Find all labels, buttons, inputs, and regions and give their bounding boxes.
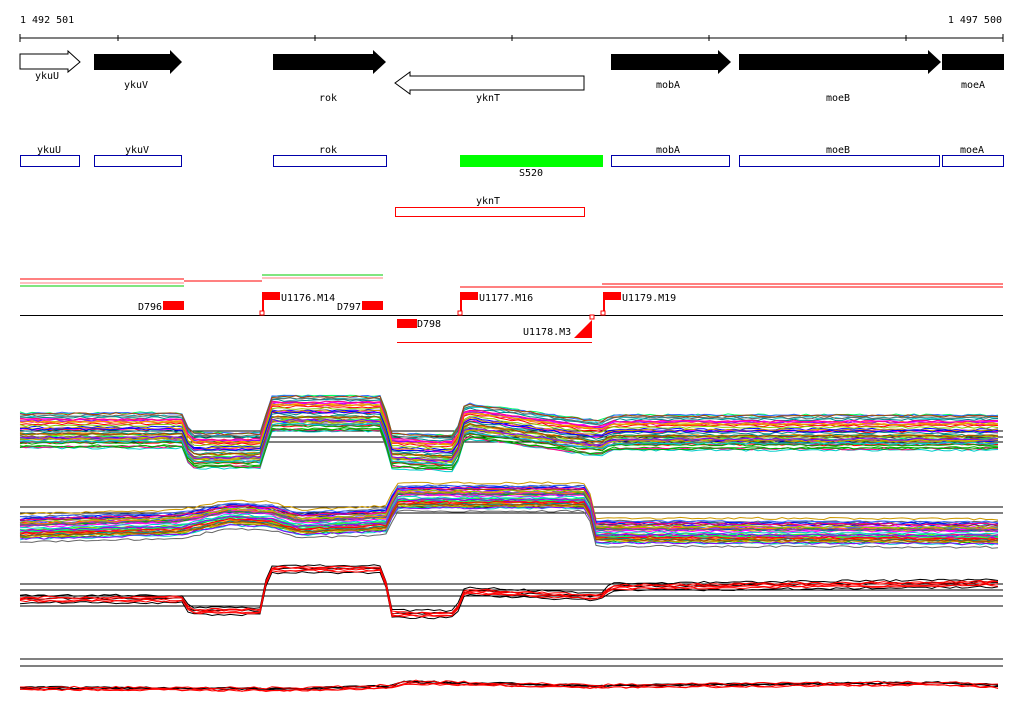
gene-label-moba: mobA — [656, 80, 680, 91]
deletion-block[interactable] — [163, 301, 184, 310]
flag-anchor — [600, 310, 606, 316]
profile-line — [20, 679, 999, 690]
flag-anchor — [259, 310, 265, 316]
profile-line — [19, 567, 999, 615]
annotation-box-rok[interactable] — [273, 155, 387, 167]
flag-icon[interactable] — [603, 292, 621, 312]
profile-line — [19, 506, 999, 546]
deletion-block[interactable] — [397, 319, 417, 328]
expression-panel-2 — [19, 481, 1003, 549]
profile-line — [19, 569, 999, 618]
box-label-moea: moeA — [960, 145, 984, 156]
profile-line — [19, 503, 999, 543]
profile-line — [19, 481, 999, 521]
profile-line — [19, 571, 999, 620]
flag-label: U1179.M19 — [622, 293, 676, 304]
profile-line — [19, 498, 999, 538]
gene-label-rok: rok — [319, 93, 337, 104]
profile-line — [19, 403, 999, 445]
box-label-ykuv: ykuV — [125, 145, 149, 156]
profile-line — [19, 398, 999, 442]
flag-icon[interactable] — [574, 320, 592, 338]
box-label-rok: rok — [319, 145, 337, 156]
gene-label-ykuv: ykuV — [124, 80, 148, 91]
gene-arrow-yknt[interactable] — [394, 71, 585, 95]
flag-anchor — [457, 310, 463, 316]
profile-line — [19, 492, 999, 532]
annotation-box-moea[interactable] — [942, 155, 1004, 167]
annotation-box-ykuu[interactable] — [20, 155, 80, 167]
gene-arrow-rok[interactable] — [273, 50, 386, 74]
expression-panel-3 — [19, 564, 1003, 620]
annotation-box-moeb[interactable] — [739, 155, 940, 167]
gene-arrow-track: ykuU ykuV rok yknT mobA moeB moeA — [19, 49, 1004, 104]
profile-line — [19, 503, 998, 543]
profile-line — [19, 395, 999, 437]
box-label-moba: mobA — [656, 145, 680, 156]
gene-arrow-ykuu[interactable] — [19, 49, 81, 74]
deletion-label: D796 — [138, 302, 162, 313]
gene-label-yknt: yknT — [476, 93, 500, 104]
gene-arrow-moeb[interactable] — [739, 50, 941, 74]
gene-label-moeb: moeB — [826, 93, 850, 104]
expression-panel-1 — [19, 394, 1003, 473]
box-label-ykuu: ykuU — [37, 145, 61, 156]
profile-line — [19, 428, 999, 471]
gene-arrow-moea[interactable] — [942, 54, 1004, 70]
deletion-block[interactable] — [362, 301, 383, 310]
profile-line — [19, 415, 999, 459]
annotation-box-track: ykuU ykuV rok S520 mobA moeB moeA yknT — [20, 145, 1004, 217]
deletion-label: D797 — [337, 302, 361, 313]
profile-line — [19, 417, 999, 460]
profile-line — [19, 410, 999, 453]
flag-label: U1178.M3 — [523, 327, 571, 338]
green-segment[interactable] — [460, 155, 603, 167]
profile-line — [19, 406, 999, 450]
gene-label-ykuu: ykuU — [35, 71, 59, 82]
annotation-box-moba[interactable] — [611, 155, 730, 167]
flag-anchor — [589, 314, 595, 320]
flag-label: U1176.M14 — [281, 293, 335, 304]
profile-line — [19, 400, 999, 443]
gene-label-moea: moeA — [961, 80, 985, 91]
profile-line — [19, 682, 999, 692]
profile-line — [19, 500, 999, 540]
start-coordinate: 1 492 501 — [20, 15, 74, 26]
profile-line — [19, 489, 999, 529]
deletion-label: D798 — [417, 319, 441, 330]
profile-line — [19, 565, 999, 614]
flag-icon[interactable] — [460, 292, 478, 312]
red-box-label: yknT — [476, 196, 500, 207]
profile-line — [19, 509, 999, 549]
end-coordinate: 1 497 500 — [948, 15, 1002, 26]
profile-line — [19, 422, 999, 466]
annotation-box-ykuv[interactable] — [94, 155, 182, 167]
profile-line — [19, 424, 999, 467]
flag-icon[interactable] — [262, 292, 280, 312]
marker-track: D796 D797 D798 U1176.M14 U1177.M16 U1179… — [20, 274, 1003, 343]
red-outline-box-yknt[interactable] — [395, 207, 585, 217]
profile-line — [19, 566, 999, 615]
gene-arrow-moba[interactable] — [611, 50, 731, 74]
profile-line — [19, 486, 998, 526]
flag-label: U1177.M16 — [479, 293, 533, 304]
green-segment-label: S520 — [519, 168, 543, 179]
profile-line — [19, 564, 999, 613]
expression-panel-4 — [19, 658, 1003, 693]
gene-arrow-ykuv[interactable] — [94, 50, 182, 74]
box-label-moeb: moeB — [826, 145, 850, 156]
profile-line — [19, 484, 999, 524]
profile-line — [19, 409, 999, 452]
profile-line — [20, 418, 999, 462]
profile-line — [19, 484, 999, 524]
profile-line — [19, 495, 999, 535]
coordinate-ruler: 1 492 501 1 497 500 — [19, 15, 1004, 42]
